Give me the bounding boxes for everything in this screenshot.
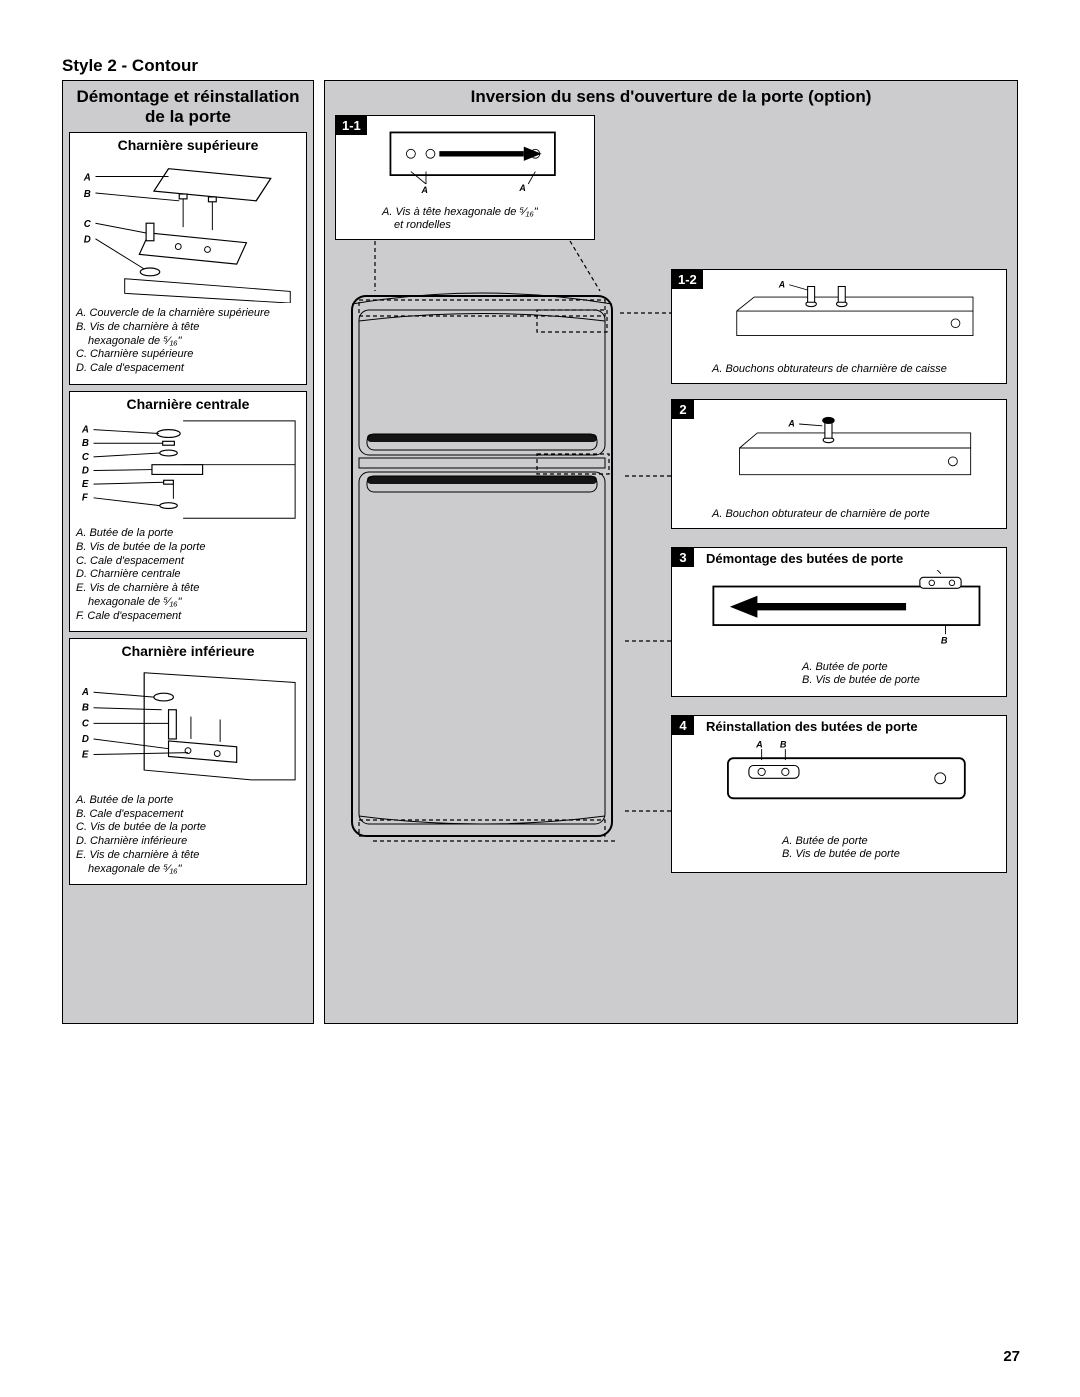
hinge-lower-box: Charnière inférieure bbox=[69, 638, 307, 885]
badge-3: 3 bbox=[672, 548, 694, 567]
hinge-upper-diagram: A B C D bbox=[76, 157, 300, 303]
hinge-upper-title: Charnière supérieure bbox=[76, 137, 300, 153]
step-4: 4 Réinstallation des butées de porte A B bbox=[671, 715, 1007, 873]
left-title: Démontage et réinstallation de la porte bbox=[69, 87, 307, 126]
svg-text:A: A bbox=[518, 183, 525, 193]
right-title: Inversion du sens d'ouverture de la port… bbox=[325, 81, 1017, 111]
refrigerator-diagram bbox=[337, 276, 627, 856]
left-title-line1: Démontage et réinstallation bbox=[77, 87, 300, 106]
svg-text:F: F bbox=[82, 493, 89, 504]
page-number: 27 bbox=[1003, 1348, 1020, 1365]
manual-page: Style 2 - Contour Démontage et réinstall… bbox=[0, 0, 1080, 1397]
svg-text:E: E bbox=[82, 479, 89, 490]
step-1-1-diagram: A A bbox=[336, 120, 596, 200]
step-3-caption: A. Butée de porte B. Vis de butée de por… bbox=[802, 661, 920, 689]
svg-text:A: A bbox=[421, 185, 428, 195]
hinge-lower-title: Charnière inférieure bbox=[76, 643, 300, 659]
step-4-diagram: A B bbox=[672, 740, 1008, 822]
label-a: A bbox=[83, 172, 91, 183]
svg-text:C: C bbox=[84, 219, 92, 230]
svg-text:E: E bbox=[82, 750, 89, 761]
step-1-2-caption: A. Bouchons obturateurs de charnière de … bbox=[712, 363, 947, 377]
svg-text:B: B bbox=[82, 438, 89, 449]
left-column: Démontage et réinstallation de la porte … bbox=[62, 80, 314, 1024]
hinge-upper-legend: A. Couvercle de la charnière supérieure … bbox=[76, 307, 300, 376]
hinge-center-box: Charnière centrale bbox=[69, 391, 307, 632]
svg-text:B: B bbox=[941, 635, 948, 645]
hinge-center-diagram: A B C D E F bbox=[76, 416, 300, 523]
style-header: Style 2 - Contour bbox=[62, 56, 198, 76]
svg-text:C: C bbox=[82, 452, 90, 463]
step-3-heading: Démontage des butées de porte bbox=[706, 551, 903, 566]
left-title-line2: de la porte bbox=[145, 107, 231, 126]
svg-text:A: A bbox=[81, 424, 89, 435]
svg-text:A: A bbox=[778, 279, 785, 289]
step-4-heading: Réinstallation des butées de porte bbox=[706, 719, 918, 734]
hinge-lower-legend: A. Butée de la porte B. Cale d'espacemen… bbox=[76, 794, 300, 877]
svg-text:A: A bbox=[787, 419, 794, 429]
step-1-1: 1-1 A A bbox=[335, 115, 595, 240]
svg-text:D: D bbox=[82, 734, 89, 745]
step-3-diagram: A B bbox=[672, 570, 1008, 648]
badge-4: 4 bbox=[672, 716, 694, 735]
svg-text:A: A bbox=[81, 687, 89, 698]
right-column: Inversion du sens d'ouverture de la port… bbox=[324, 80, 1018, 1024]
hinge-center-title: Charnière centrale bbox=[76, 396, 300, 412]
step-4-caption: A. Butée de porte B. Vis de butée de por… bbox=[782, 835, 900, 863]
hinge-center-legend: A. Butée de la porte B. Vis de butée de … bbox=[76, 527, 300, 623]
hinge-lower-diagram: A B C D E bbox=[76, 663, 300, 790]
svg-text:D: D bbox=[82, 465, 89, 476]
svg-text:D: D bbox=[84, 235, 91, 246]
step-2-caption: A. Bouchon obturateur de charnière de po… bbox=[712, 508, 930, 522]
step-2-diagram: A bbox=[672, 408, 1008, 488]
step-1-2-diagram: A bbox=[672, 276, 1008, 346]
step-2: 2 A A. Bouchon obturateur de charnière d… bbox=[671, 399, 1007, 529]
hinge-upper-box: Charnière supérieure bbox=[69, 132, 307, 385]
svg-text:C: C bbox=[82, 719, 90, 730]
svg-text:B: B bbox=[84, 189, 91, 200]
step-1-2: 1-2 A A. Bouchons obturateurs de charniè… bbox=[671, 269, 1007, 384]
svg-text:A: A bbox=[925, 570, 933, 572]
step-1-1-caption: A. Vis à tête hexagonale de ⁵⁄₁₆" et ron… bbox=[382, 206, 538, 234]
svg-text:A: A bbox=[755, 740, 763, 749]
svg-text:B: B bbox=[780, 740, 787, 749]
step-3: 3 Démontage des butées de porte A B bbox=[671, 547, 1007, 697]
svg-text:B: B bbox=[82, 703, 89, 714]
content-row: Démontage et réinstallation de la porte … bbox=[62, 80, 1018, 1024]
